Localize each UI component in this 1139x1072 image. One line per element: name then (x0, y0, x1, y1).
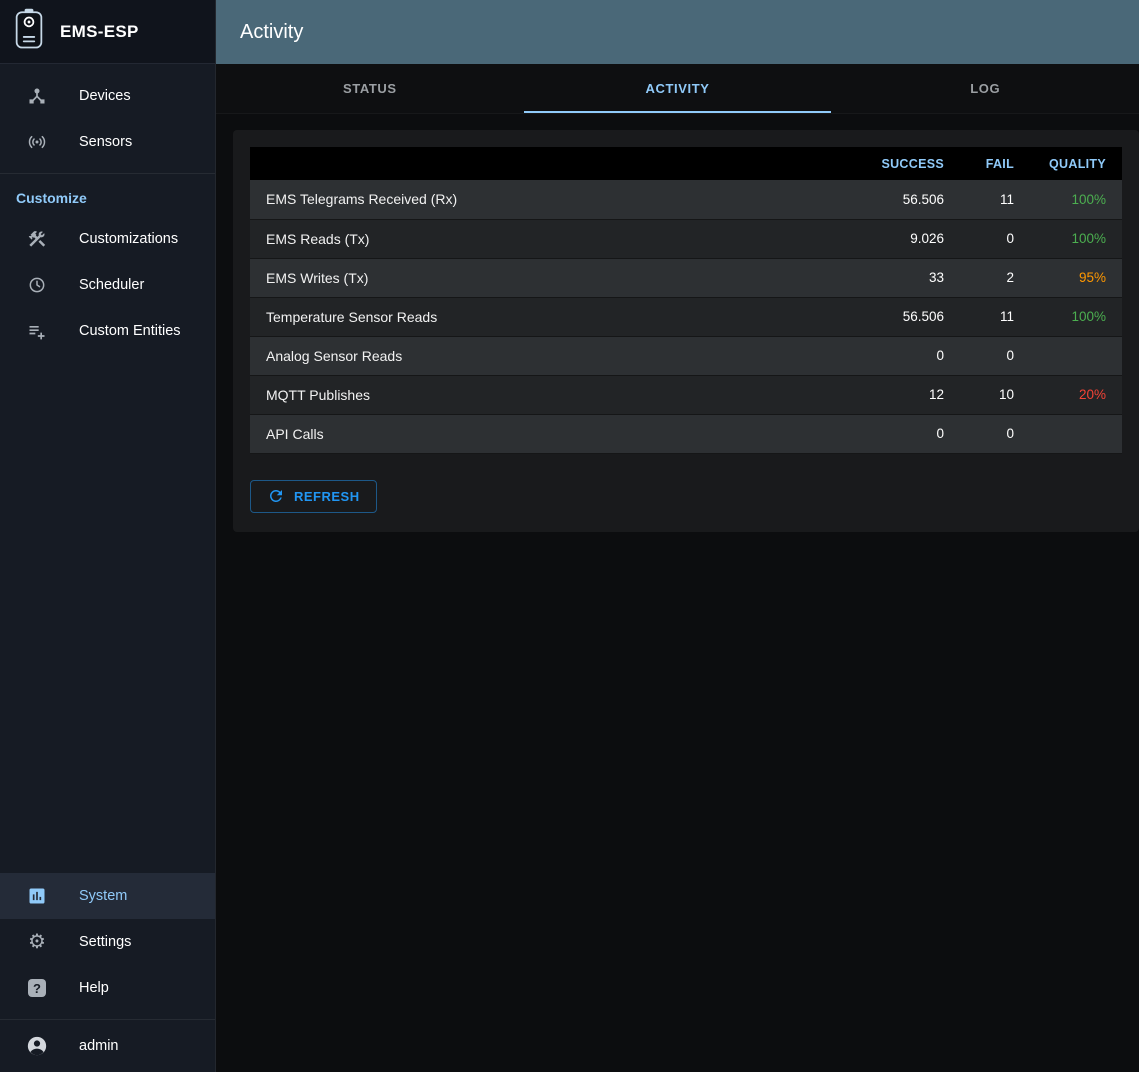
sidebar-nav-customize: Customizations Scheduler Custom Entities (0, 216, 215, 354)
sidebar-item-label: Customizations (79, 231, 179, 247)
table-row: Temperature Sensor Reads 56.506 11 100% (250, 297, 1122, 337)
table-row: EMS Writes (Tx) 33 2 95% (250, 258, 1122, 298)
success-value: 12 (840, 375, 960, 415)
success-value: 56.506 (840, 180, 960, 220)
account-circle-icon (26, 1035, 48, 1057)
table-row: API Calls 0 0 (250, 414, 1122, 454)
metric-name: MQTT Publishes (250, 375, 840, 415)
success-value: 56.506 (840, 297, 960, 337)
refresh-icon (267, 487, 285, 505)
gear-icon: ⚙ (28, 931, 46, 953)
metric-name: EMS Reads (Tx) (250, 219, 840, 259)
refresh-button[interactable]: REFRESH (250, 479, 377, 513)
construction-tools-icon (26, 228, 48, 250)
metric-name: Temperature Sensor Reads (250, 297, 840, 337)
sidebar-item-system[interactable]: System (0, 873, 215, 919)
column-header-fail: FAIL (960, 147, 1030, 180)
table-row: EMS Telegrams Received (Rx) 56.506 11 10… (250, 180, 1122, 220)
fail-value: 0 (960, 219, 1030, 259)
quality-value: 100% (1071, 309, 1106, 324)
column-header-quality: QUALITY (1030, 147, 1122, 180)
bar-chart-icon (26, 885, 48, 907)
app-logo-block: EMS-ESP (0, 0, 215, 64)
sidebar-item-scheduler[interactable]: Scheduler (0, 262, 215, 308)
sensors-icon (26, 131, 48, 153)
fail-value: 10 (960, 375, 1030, 415)
sidebar-item-label: Custom Entities (79, 323, 181, 339)
tab-log[interactable]: LOG (970, 81, 1001, 96)
table-row: EMS Reads (Tx) 9.026 0 100% (250, 219, 1122, 259)
fail-value: 11 (960, 297, 1030, 337)
help-icon: ? (26, 977, 48, 999)
sidebar-item-label: Settings (79, 934, 132, 950)
metric-name: Analog Sensor Reads (250, 336, 840, 376)
clock-icon (26, 274, 48, 296)
main-area: Activity STATUS ACTIVITY LOG SUCCESS FAI… (216, 0, 1139, 1072)
playlist-add-icon (26, 320, 48, 342)
metric-name: EMS Telegrams Received (Rx) (250, 180, 840, 220)
success-value: 0 (840, 414, 960, 454)
sidebar-item-admin[interactable]: admin (0, 1020, 215, 1072)
fail-value: 2 (960, 258, 1030, 298)
sidebar-item-sensors[interactable]: Sensors (0, 119, 215, 165)
metric-name: EMS Writes (Tx) (250, 258, 840, 298)
metric-name: API Calls (250, 414, 840, 454)
column-header-name (250, 147, 840, 180)
refresh-button-label: REFRESH (294, 488, 360, 504)
sidebar-spacer (0, 354, 215, 873)
success-value: 0 (840, 336, 960, 376)
sidebar-item-label: System (79, 888, 128, 904)
tab-status[interactable]: STATUS (343, 81, 397, 96)
sidebar-item-settings[interactable]: ⚙ Settings (0, 919, 215, 965)
sidebar-item-devices[interactable]: Devices (0, 73, 215, 119)
column-header-success: SUCCESS (840, 147, 960, 180)
sidebar-item-label: Sensors (79, 134, 133, 150)
sidebar-item-label: Devices (79, 88, 131, 104)
table-header: SUCCESS FAIL QUALITY (250, 147, 1122, 180)
page-title: Activity (240, 20, 304, 43)
ems-esp-logo-icon (14, 7, 44, 56)
tab-bar: STATUS ACTIVITY LOG (216, 64, 1139, 114)
success-value: 33 (840, 258, 960, 298)
quality-value: 100% (1071, 191, 1106, 207)
quality-value: 100% (1071, 231, 1106, 246)
success-value: 9.026 (840, 219, 960, 259)
sidebar-item-help[interactable]: ? Help (0, 965, 215, 1011)
fail-value: 0 (960, 336, 1030, 376)
sidebar-item-label: Scheduler (79, 277, 145, 293)
appbar: Activity (216, 0, 1139, 64)
username: admin (79, 1038, 119, 1054)
device-hub-icon (26, 85, 48, 107)
tab-activity[interactable]: ACTIVITY (523, 64, 832, 113)
sidebar-nav-bottom: System ⚙ Settings ? Help (0, 873, 215, 1011)
quality-value: 20% (1078, 387, 1106, 402)
activity-table: SUCCESS FAIL QUALITY EMS Telegrams Recei… (250, 147, 1122, 454)
fail-value: 11 (960, 180, 1030, 220)
sidebar-divider (0, 1019, 215, 1020)
sidebar-item-label: Help (79, 980, 109, 996)
fail-value: 0 (960, 414, 1030, 454)
sidebar-divider (0, 173, 215, 174)
sidebar-nav-main: Devices Sensors (0, 64, 215, 165)
sidebar-item-custom-entities[interactable]: Custom Entities (0, 308, 215, 354)
sidebar: EMS-ESP Devices Sensors Customize Cus (0, 0, 216, 1072)
customize-section-header: Customize (16, 190, 87, 206)
table-row: Analog Sensor Reads 0 0 (250, 336, 1122, 376)
app-title: EMS-ESP (60, 21, 139, 41)
sidebar-item-customizations[interactable]: Customizations (0, 216, 215, 262)
table-row: MQTT Publishes 12 10 20% (250, 375, 1122, 415)
activity-card: SUCCESS FAIL QUALITY EMS Telegrams Recei… (233, 130, 1139, 532)
quality-value: 95% (1078, 270, 1106, 285)
